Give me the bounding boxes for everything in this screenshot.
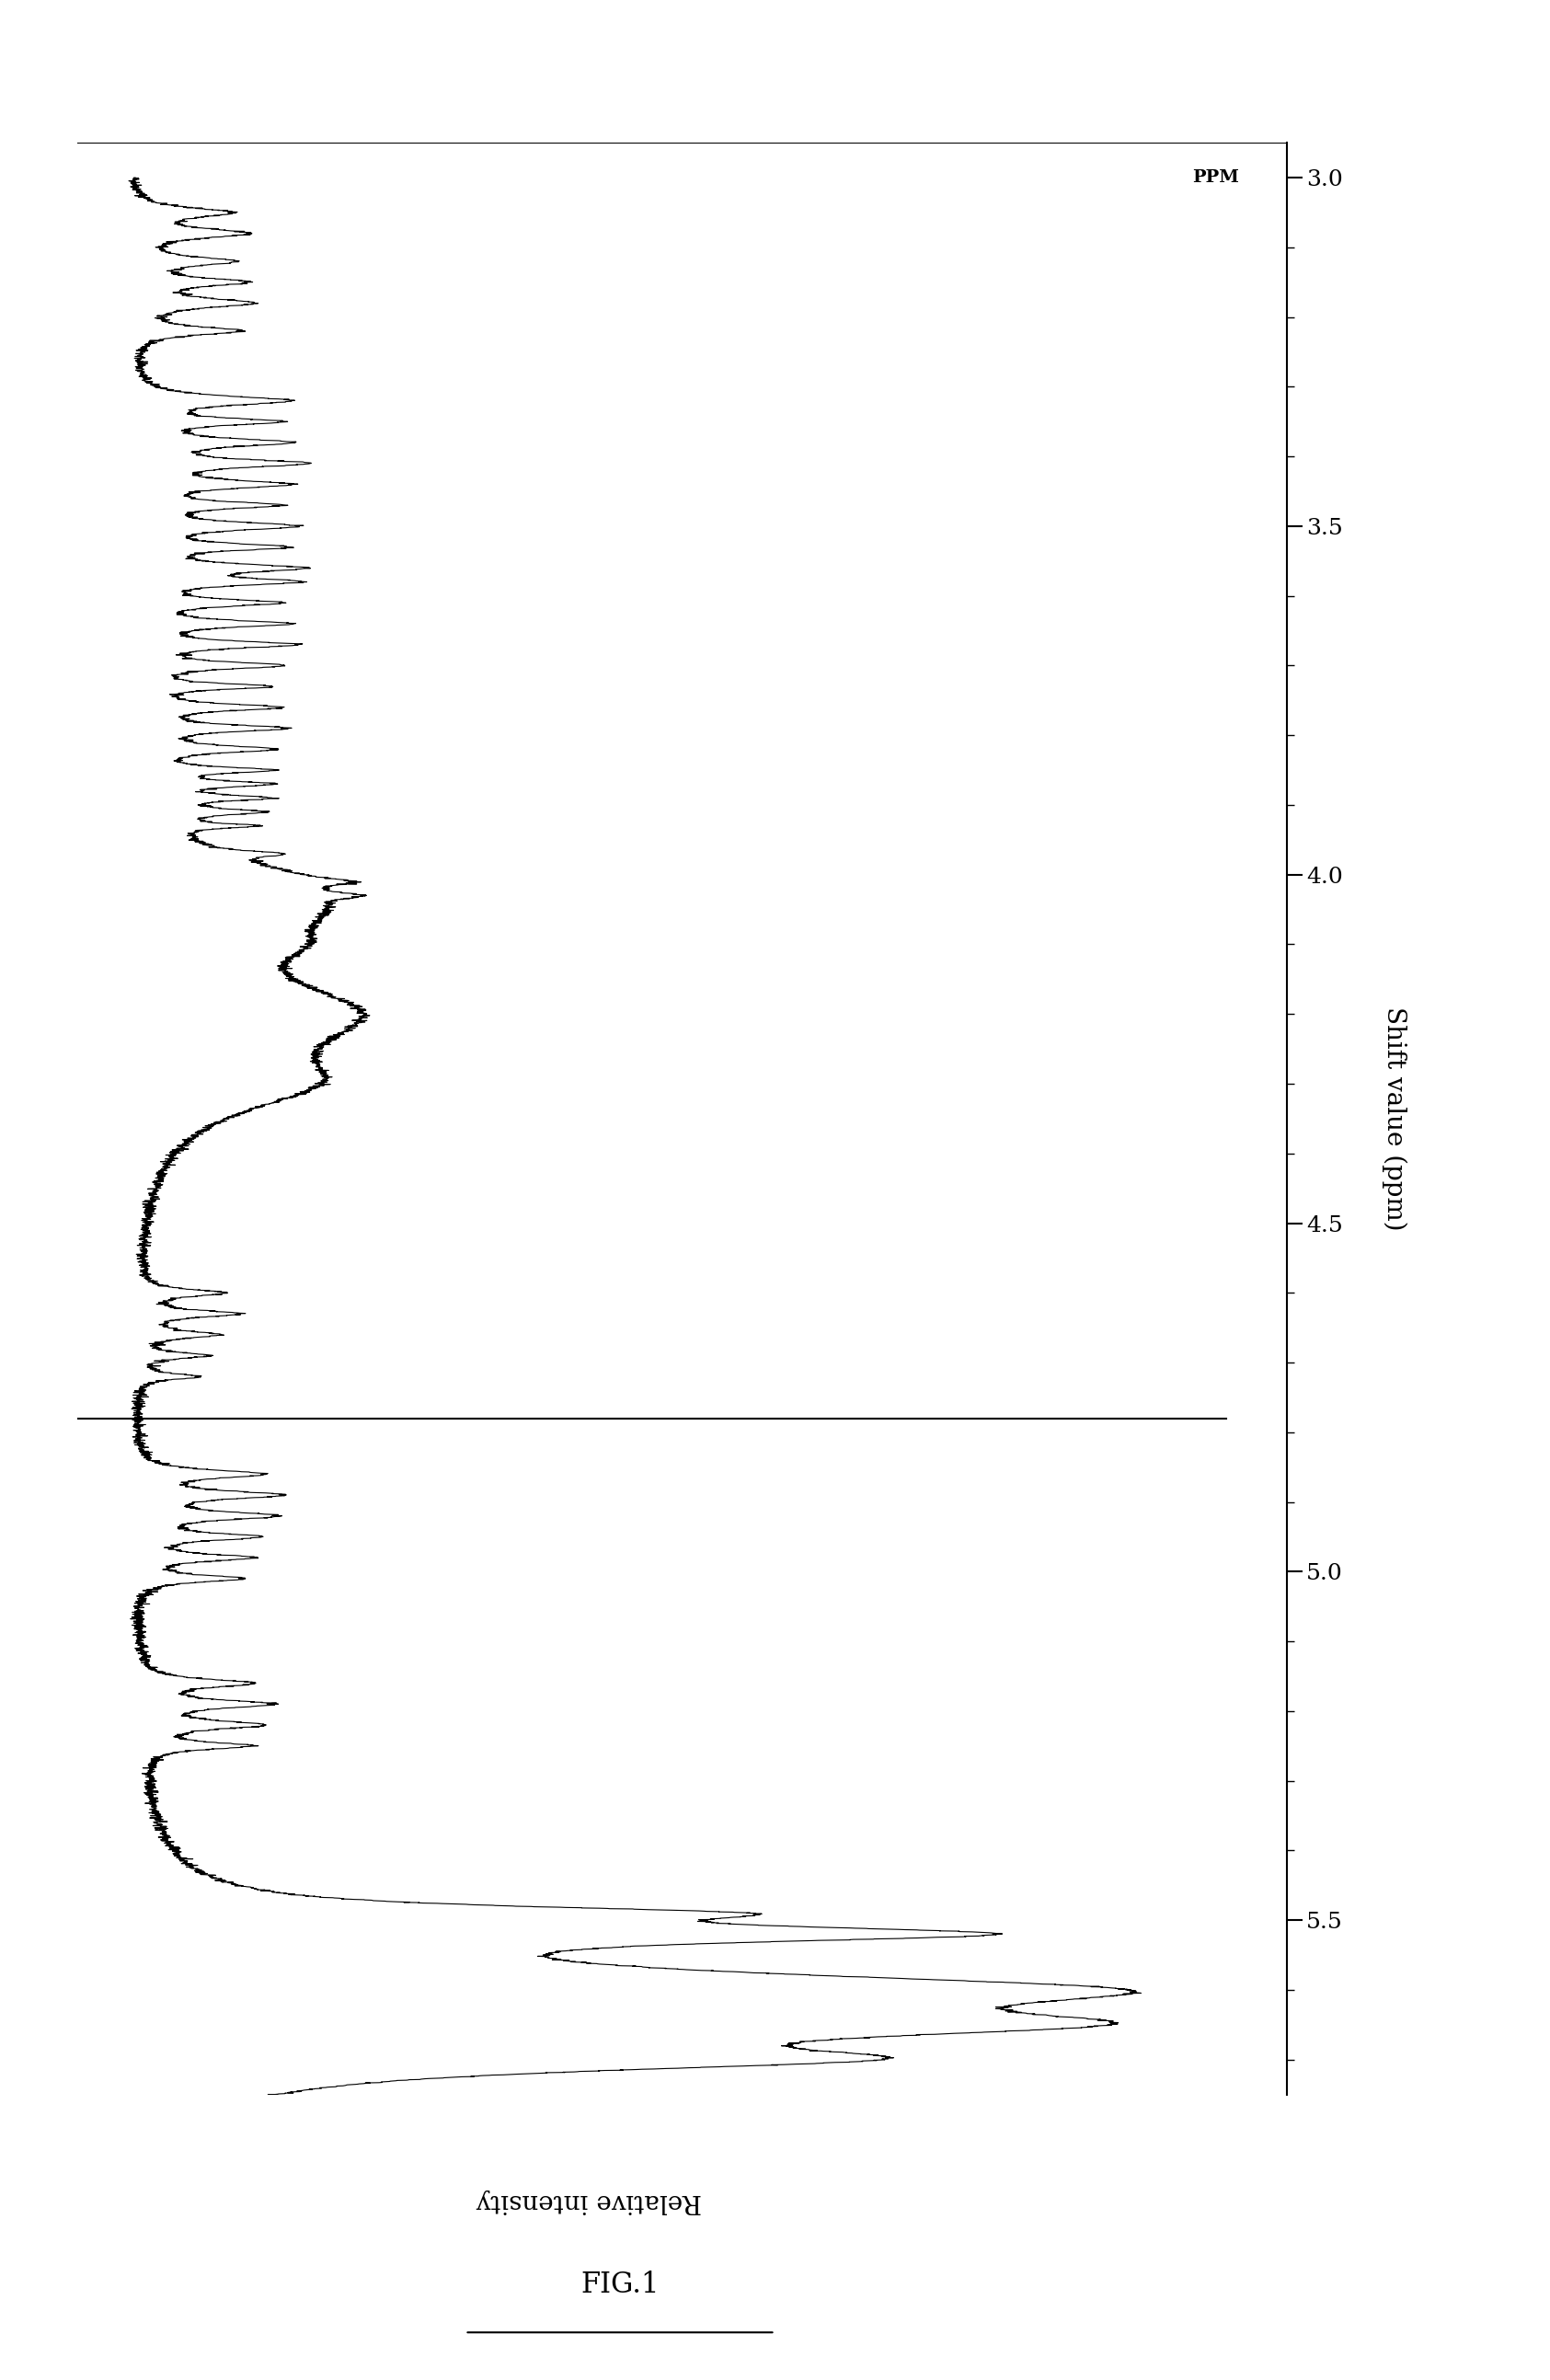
Text: Relative intensity: Relative intensity bbox=[476, 2190, 702, 2213]
Y-axis label: Shift value (ppm): Shift value (ppm) bbox=[1381, 1007, 1407, 1230]
Text: FIG.1: FIG.1 bbox=[581, 2271, 659, 2299]
Text: PPM: PPM bbox=[1192, 169, 1240, 186]
